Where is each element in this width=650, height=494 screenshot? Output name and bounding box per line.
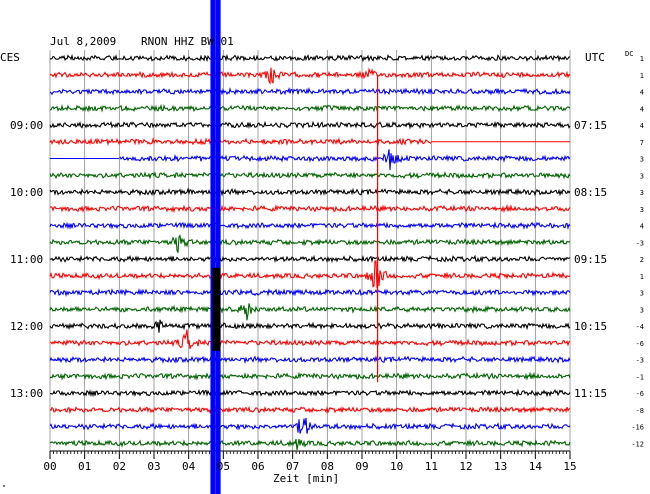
seismic-trace: [49, 354, 571, 365]
corner-mark: ": [2, 484, 6, 492]
seismic-trace: [49, 221, 571, 231]
seismic-trace: [49, 260, 571, 289]
seismic-trace: [49, 303, 571, 321]
x-tick-label: 08: [321, 460, 334, 473]
x-axis-title: Zeit [min]: [273, 472, 339, 485]
seismic-trace: [49, 103, 571, 113]
x-tick-label: 12: [459, 460, 472, 473]
dc-offset-value: -3: [636, 239, 644, 247]
x-tick-label: 00: [43, 460, 56, 473]
dc-offset-value: 1: [640, 273, 644, 281]
seismic-trace: [49, 388, 571, 398]
right-time-label: 11:15: [574, 387, 607, 400]
seismic-trace: [49, 53, 571, 63]
left-time-label: 13:00: [10, 387, 43, 400]
dc-offset-value: 1: [640, 55, 644, 63]
seismic-trace: [49, 171, 571, 180]
seismic-trace: [49, 254, 571, 264]
right-time-label: 10:15: [574, 320, 607, 333]
trace-layer: [49, 53, 571, 450]
dc-offset-value: -6: [636, 390, 644, 398]
left-time-label: 09:00: [10, 119, 43, 132]
overlay-layer: [210, 0, 379, 494]
seismic-trace: [49, 405, 571, 415]
dc-header-label: DC: [625, 50, 633, 58]
x-tick-label: 01: [78, 460, 91, 473]
right-time-label: 09:15: [574, 253, 607, 266]
dc-offset-value: -12: [631, 440, 644, 448]
x-tick-label: 05: [217, 460, 230, 473]
dc-offset-value: 3: [640, 206, 644, 214]
label-layer: 00 01 02 03 04 05 06 07 08 09 10 11 12 13 14 1509:0010:…: [10, 55, 644, 473]
x-tick-label: 03: [147, 460, 160, 473]
dc-offset-value: 7: [640, 139, 644, 147]
dc-offset-value: 3: [640, 189, 644, 197]
dc-offset-value: 3: [640, 172, 644, 180]
dc-offset-value: 3: [640, 290, 644, 298]
vertical-marker-band: [215, 0, 221, 494]
left-time-label: 10:00: [10, 186, 43, 199]
vertical-marker-band: [210, 0, 216, 494]
x-tick-label: 10: [390, 460, 403, 473]
seismic-trace: [49, 137, 432, 147]
dc-offset-value: -1: [636, 373, 644, 381]
x-tick-label: 13: [494, 460, 507, 473]
seismic-trace: [119, 149, 571, 171]
seismic-trace: [49, 438, 571, 450]
x-tick-label: 11: [425, 460, 438, 473]
dc-offset-value: 4: [640, 89, 644, 97]
left-time-label: 11:00: [10, 253, 43, 266]
x-tick-label: 15: [563, 460, 576, 473]
seismic-trace: [49, 329, 571, 350]
dc-offset-value: 1: [640, 72, 644, 80]
left-time-label: 12:00: [10, 320, 43, 333]
chart-date: Jul 8,2009: [50, 35, 116, 48]
dc-offset-value: -16: [631, 424, 644, 432]
seismic-trace: [49, 203, 571, 214]
seismic-trace: [49, 67, 571, 85]
dc-offset-value: 4: [640, 122, 644, 130]
plot-grid: [49, 50, 571, 459]
dc-offset-value: -8: [636, 407, 644, 415]
x-tick-label: 06: [251, 460, 264, 473]
x-tick-label: 09: [355, 460, 368, 473]
seismic-trace: [49, 187, 571, 197]
seismic-trace: [49, 234, 571, 253]
dc-offset-value: 3: [640, 306, 644, 314]
seismic-trace: [49, 319, 571, 334]
x-tick-label: 07: [286, 460, 299, 473]
large-event-signal: [212, 267, 221, 351]
x-tick-label: 04: [182, 460, 196, 473]
dc-offset-value: -4: [636, 323, 644, 331]
seismic-trace: [49, 371, 571, 381]
dc-offset-value: 4: [640, 105, 644, 113]
right-time-label: 08:15: [574, 186, 607, 199]
right-zone-label: UTC: [585, 51, 605, 64]
dc-offset-value: -3: [636, 357, 644, 365]
dc-offset-value: 2: [640, 256, 644, 264]
x-tick-label: 02: [113, 460, 126, 473]
right-time-label: 07:15: [574, 119, 607, 132]
dc-offset-value: -6: [636, 340, 644, 348]
chart-station: RNON HHZ BW 01: [141, 35, 234, 48]
seismic-trace: [49, 287, 571, 298]
seismic-trace: [49, 417, 571, 434]
seismic-trace: [49, 120, 571, 130]
left-zone-label: CES: [0, 51, 20, 64]
dc-offset-value: 3: [640, 156, 644, 164]
dc-offset-value: 4: [640, 223, 644, 231]
x-tick-label: 14: [529, 460, 543, 473]
seismic-trace: [49, 86, 571, 96]
